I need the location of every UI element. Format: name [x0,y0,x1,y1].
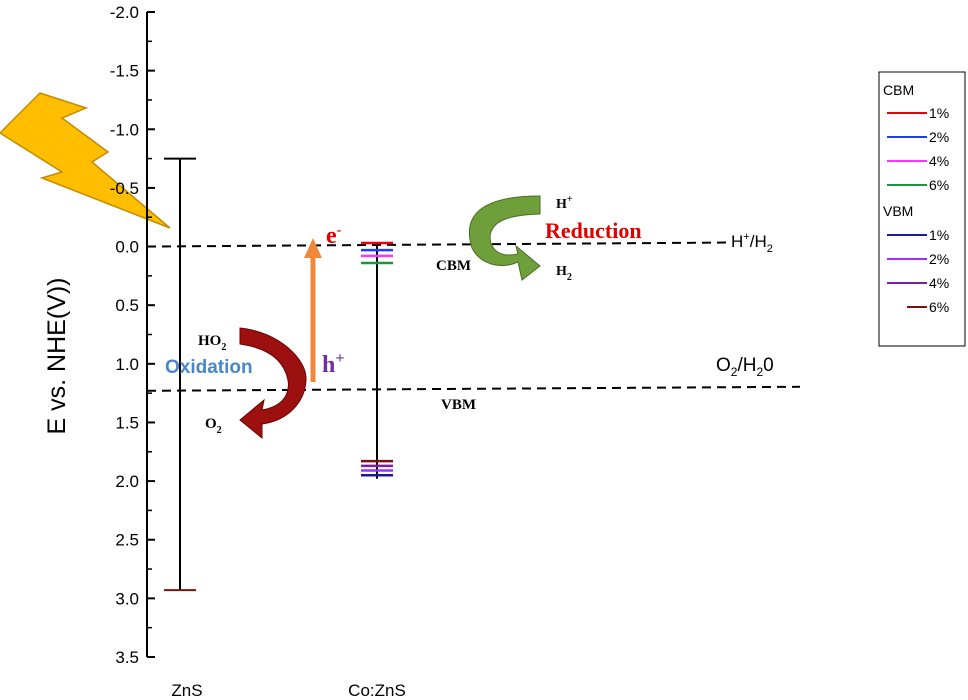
h-h2-label-main: H [731,232,743,251]
o2-label-sub2: 2 [756,365,763,379]
hole-label-main: h [322,352,335,378]
h2-label: H2 [556,264,572,283]
o2-main: O [205,416,217,432]
legend: CBM 1% 2% 4% 6% VBM 1% 2% 4% 6% [878,71,966,347]
h-plus-label: H+ [556,194,573,212]
o2-label-main: O [716,355,731,376]
ho2-main: HO [198,333,221,349]
hole-label: h+ [322,350,344,378]
electron-label-main: e [326,223,337,249]
h-plus-sup: + [567,194,573,205]
legend-vbm-label: 6% [929,299,949,315]
y-ticks: -2.0 -1.5 -1.0 -0.5 0.0 0.5 1.0 1.5 2.0 2.5 3.0 3.5 [110,3,155,667]
o2-label: O2 [205,416,222,436]
h-h2-label: H+/H2 [731,231,773,255]
h-h2-label-sup: + [743,231,749,243]
electron-arrow-head [304,238,322,258]
o2-label-sep: /H [737,355,756,376]
legend-vbm-label: 4% [929,275,949,291]
h-h2-label-sep: /H [750,232,767,251]
reduction-arrow [468,195,541,281]
x-category-label-co-zns: Co:ZnS [348,681,406,700]
legend-cbm-label: 1% [929,105,949,121]
oxidation-label: Oxidation [165,357,253,378]
y-tick-label: 2.0 [115,472,139,491]
legend-cbm-label: 6% [929,177,949,193]
ho2-label: HO2 [198,333,226,353]
legend-vbm-title: VBM [883,203,913,219]
legend-box [878,71,966,347]
h-h2-reference-line [146,241,729,248]
y-axis-label: E vs. NHE(V)) [43,278,71,435]
o2-label-sub: 2 [731,365,738,379]
co-zns-band [361,241,393,479]
h2-main: H [556,264,567,279]
legend-vbm-label: 2% [929,251,949,267]
y-tick-label: 1.5 [115,413,139,432]
o2-label-tail: 0 [763,355,774,376]
ho2-sub: 2 [221,342,226,353]
x-category-label-zns: ZnS [171,681,202,700]
o2-h2o-label: O2/H20 [716,355,774,379]
cbm-annotation: CBM [436,258,471,274]
y-tick-label: -1.5 [110,62,139,81]
vbm-annotation: VBM [441,397,476,413]
legend-cbm-title: CBM [883,82,914,98]
hole-label-sup: + [335,350,344,367]
y-tick-label: 0.0 [115,238,139,257]
o2-h2o-reference-line [146,385,801,392]
y-tick-label: 2.5 [115,531,139,550]
electron-label: e- [326,223,342,249]
o2-sub: 2 [217,425,222,436]
zns-band [164,157,196,592]
oxidation-arrow [239,327,307,440]
y-tick-label: 3.0 [115,589,139,608]
legend-cbm-label: 2% [929,129,949,145]
legend-cbm-label: 4% [929,153,949,169]
h-plus-main: H [556,197,567,212]
legend-vbm-group: 1% 2% 4% 6% [887,227,949,315]
h-h2-label-sub: 2 [767,243,773,255]
y-tick-label: 1.0 [115,355,139,374]
reduction-label: Reduction [545,218,642,243]
h2-sub: 2 [567,272,572,283]
legend-cbm-group: 1% 2% 4% 6% [887,105,949,193]
y-tick-label: 0.5 [115,296,139,315]
legend-vbm-label: 1% [929,227,949,243]
y-tick-label: -2.0 [110,3,139,22]
y-tick-label: 3.5 [115,648,139,667]
y-tick-label: -1.0 [110,120,139,139]
lightning-bolt-icon [0,92,171,229]
electron-label-sup: - [337,223,342,238]
y-tick-label: -0.5 [110,179,139,198]
